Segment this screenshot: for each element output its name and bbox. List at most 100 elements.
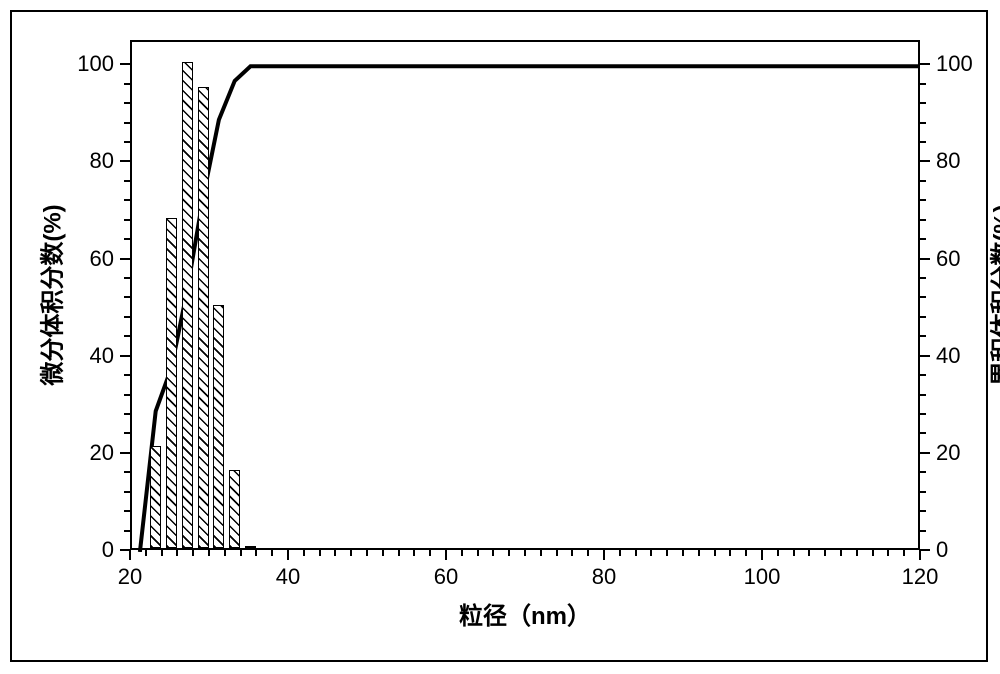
axis-tick	[920, 530, 926, 532]
axis-tick	[714, 550, 716, 556]
axis-tick	[255, 550, 257, 556]
axis-tick	[920, 432, 926, 434]
bar	[150, 446, 161, 548]
axis-tick	[145, 550, 147, 556]
axis-tick	[124, 316, 130, 318]
tick-label: 20	[118, 564, 142, 590]
axis-tick	[477, 550, 479, 556]
axis-tick	[287, 550, 289, 560]
tick-label: 80	[936, 148, 960, 174]
bar	[182, 62, 193, 548]
axis-tick	[920, 471, 926, 473]
tick-label: 60	[936, 246, 960, 272]
tick-label: 100	[936, 51, 973, 77]
axis-tick	[445, 550, 447, 560]
axis-tick	[920, 258, 930, 260]
axis-tick	[124, 491, 130, 493]
axis-tick	[161, 550, 163, 556]
tick-label: 40	[936, 343, 960, 369]
axis-tick	[124, 335, 130, 337]
axis-tick	[619, 550, 621, 556]
axis-tick	[920, 452, 930, 454]
tick-label: 40	[90, 343, 114, 369]
axis-tick	[120, 258, 130, 260]
axis-tick	[856, 550, 858, 556]
axis-tick	[920, 355, 930, 357]
axis-tick	[920, 296, 926, 298]
axis-tick	[635, 550, 637, 556]
axis-tick	[745, 550, 747, 556]
axis-tick	[271, 550, 273, 556]
axis-tick	[124, 471, 130, 473]
tick-label: 100	[77, 51, 114, 77]
axis-tick	[350, 550, 352, 556]
axis-tick	[920, 238, 926, 240]
axis-tick	[920, 549, 930, 551]
axis-tick	[120, 355, 130, 357]
axis-tick	[920, 102, 926, 104]
axis-tick	[124, 432, 130, 434]
x-axis-label: 粒径（nm）	[459, 596, 591, 631]
axis-tick	[120, 160, 130, 162]
axis-tick	[793, 550, 795, 556]
axis-tick	[124, 83, 130, 85]
axis-tick	[382, 550, 384, 556]
axis-tick	[903, 550, 905, 556]
bar	[166, 218, 177, 548]
bar	[213, 305, 224, 548]
axis-tick	[824, 550, 826, 556]
bar	[198, 87, 209, 548]
tick-label: 0	[102, 537, 114, 563]
axis-tick	[124, 180, 130, 182]
axis-tick	[120, 63, 130, 65]
y-right-axis-label: 累积体积分数(%)	[983, 204, 1000, 385]
y-left-axis-label: 微分体积分数(%)	[33, 204, 68, 385]
axis-tick	[524, 550, 526, 556]
axis-tick	[124, 238, 130, 240]
tick-label: 80	[592, 564, 616, 590]
axis-tick	[124, 141, 130, 143]
axis-tick	[540, 550, 542, 556]
axis-tick	[650, 550, 652, 556]
axis-tick	[224, 550, 226, 556]
axis-tick	[303, 550, 305, 556]
axis-tick	[129, 550, 131, 560]
axis-tick	[587, 550, 589, 556]
axis-tick	[872, 550, 874, 556]
axis-tick	[398, 550, 400, 556]
axis-tick	[777, 550, 779, 556]
axis-tick	[124, 219, 130, 221]
axis-tick	[429, 550, 431, 556]
axis-tick	[920, 122, 926, 124]
axis-tick	[920, 335, 926, 337]
tick-label: 100	[744, 564, 781, 590]
axis-tick	[808, 550, 810, 556]
axis-tick	[124, 413, 130, 415]
axis-tick	[920, 374, 926, 376]
axis-tick	[920, 141, 926, 143]
page-root: 粒径（nm） 微分体积分数(%) 累积体积分数(%) 2040608010012…	[0, 0, 1000, 674]
axis-tick	[192, 550, 194, 556]
axis-tick	[920, 160, 930, 162]
axis-tick	[461, 550, 463, 556]
axis-tick	[319, 550, 321, 556]
axis-tick	[920, 180, 926, 182]
axis-tick	[124, 530, 130, 532]
tick-label: 80	[90, 148, 114, 174]
axis-tick	[887, 550, 889, 556]
axis-tick	[920, 63, 930, 65]
axis-tick	[919, 550, 921, 560]
axis-tick	[603, 550, 605, 560]
axis-tick	[761, 550, 763, 560]
plot-area	[130, 40, 920, 550]
axis-tick	[920, 394, 926, 396]
axis-tick	[920, 491, 926, 493]
axis-tick	[124, 199, 130, 201]
bar	[229, 470, 240, 548]
bar	[245, 546, 256, 548]
axis-tick	[120, 549, 130, 551]
axis-tick	[920, 219, 926, 221]
axis-tick	[492, 550, 494, 556]
tick-label: 60	[90, 246, 114, 272]
axis-tick	[920, 199, 926, 201]
